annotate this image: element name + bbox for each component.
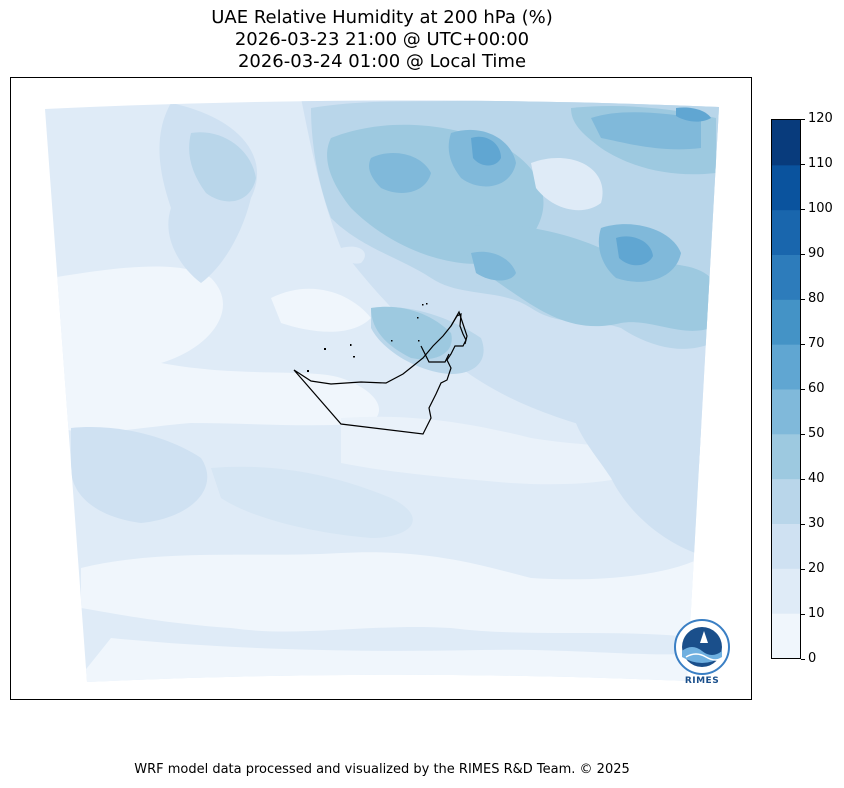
colorbar-tick-label: 60 xyxy=(808,381,825,396)
map-title: UAE Relative Humidity at 200 hPa (%) xyxy=(211,7,553,28)
humidity-band-50-60 xyxy=(369,153,431,193)
colorbar-tickmark xyxy=(801,254,805,255)
utc-timestamp: 2026-03-23 21:00 @ UTC+00:00 xyxy=(234,29,530,50)
colorbar xyxy=(771,119,801,659)
colorbar-swatch xyxy=(772,164,800,211)
colorbar-tick-label: 10 xyxy=(808,606,825,621)
colorbar-swatch xyxy=(772,254,800,300)
colorbar-tick-label: 90 xyxy=(808,246,825,261)
colorbar-tick-label: 30 xyxy=(808,516,825,531)
colorbar-swatch xyxy=(772,344,800,390)
colorbar-tick-label: 80 xyxy=(808,291,825,306)
colorbar-tickmark xyxy=(801,569,805,570)
uae-outline xyxy=(293,310,468,435)
local-timestamp: 2026-03-24 01:00 @ Local Time xyxy=(237,51,527,72)
humidity-band-60-70 xyxy=(471,136,501,166)
colorbar-swatches xyxy=(772,120,800,658)
colorbar-tickmark xyxy=(801,119,805,120)
island-dots xyxy=(307,303,428,372)
colorbar-tick-label: 50 xyxy=(808,426,825,441)
colorbar-tick-label: 0 xyxy=(808,651,817,666)
colorbar-tickmark xyxy=(801,434,805,435)
colorbar-swatch xyxy=(772,613,800,658)
colorbar-swatch xyxy=(772,209,800,255)
colorbar-swatch xyxy=(772,568,800,614)
colorbar-tickmark xyxy=(801,344,805,345)
logo-text: RIMES xyxy=(684,676,720,686)
colorbar-swatch xyxy=(772,389,800,435)
colorbar-tick-label: 70 xyxy=(808,336,825,351)
colorbar-tickmark xyxy=(801,659,805,660)
colorbar-tick-label: 120 xyxy=(808,111,833,126)
humidity-map xyxy=(45,100,719,682)
colorbar-tickmark xyxy=(801,389,805,390)
colorbar-swatch xyxy=(772,523,800,569)
rimes-logo: RIMES xyxy=(674,617,730,689)
colorbar-swatch xyxy=(772,299,800,345)
colorbar-swatch xyxy=(772,433,800,480)
colorbar-tick-label: 100 xyxy=(808,201,833,216)
colorbar-tickmark xyxy=(801,524,805,525)
humidity-band-0-10 xyxy=(51,266,380,433)
map-frame xyxy=(10,77,752,700)
colorbar-tickmark xyxy=(801,299,805,300)
colorbar-tick-label: 20 xyxy=(808,561,825,576)
colorbar-swatch xyxy=(772,120,800,166)
rimes-logo-icon xyxy=(674,619,730,675)
colorbar-tickmark xyxy=(801,209,805,210)
colorbar-tickmark xyxy=(801,164,805,165)
colorbar-tick-label: 40 xyxy=(808,471,825,486)
colorbar-tick-label: 110 xyxy=(808,156,833,171)
colorbar-tickmark xyxy=(801,614,805,615)
footer-credit: WRF model data processed and visualized … xyxy=(134,762,630,777)
colorbar-swatch xyxy=(772,478,800,524)
colorbar-tickmark xyxy=(801,479,805,480)
